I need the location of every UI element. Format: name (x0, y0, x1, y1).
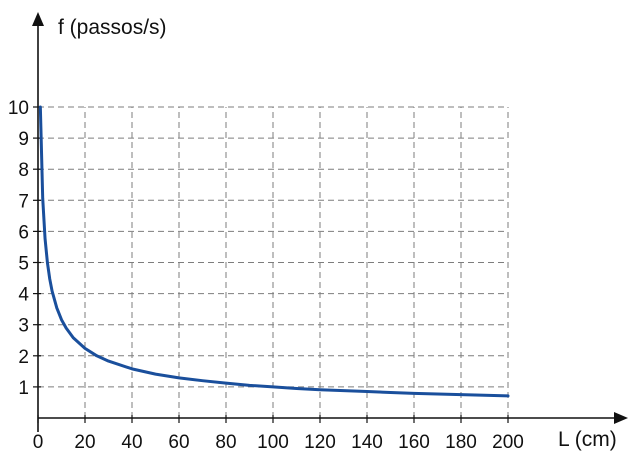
x-tick-label: 120 (304, 432, 336, 453)
grid-lines (38, 106, 509, 418)
x-axis-label: L (cm) (558, 428, 617, 451)
x-tick-label: 20 (74, 432, 95, 453)
y-tick-label: 2 (18, 347, 29, 368)
x-tick-label: 160 (398, 432, 430, 453)
x-axis-arrow-icon (614, 412, 628, 424)
y-tick-label: 7 (18, 191, 29, 212)
x-tick-label: 80 (215, 432, 236, 453)
y-tick-label: 6 (18, 222, 29, 243)
y-tick-label: 8 (18, 160, 29, 181)
y-tick-label: 1 (18, 378, 29, 399)
x-tick-label: 0 (33, 432, 44, 453)
y-tick-label: 9 (18, 129, 29, 150)
x-tick-label: 180 (445, 432, 477, 453)
y-axis-label: f (passos/s) (58, 16, 167, 39)
y-axis-arrow-icon (32, 12, 44, 26)
x-tick-label: 40 (121, 432, 142, 453)
y-tick-label: 10 (8, 98, 29, 119)
y-tick-label: 4 (18, 285, 29, 306)
axes (32, 12, 628, 432)
y-tick-label: 5 (18, 254, 29, 275)
data-series (38, 105, 510, 398)
x-tick-label: 200 (492, 432, 524, 453)
x-tick-label: 140 (351, 432, 383, 453)
x-tick-label: 60 (168, 432, 189, 453)
x-tick-label: 100 (257, 432, 289, 453)
y-tick-label: 3 (18, 316, 29, 337)
series-line (38, 105, 510, 398)
